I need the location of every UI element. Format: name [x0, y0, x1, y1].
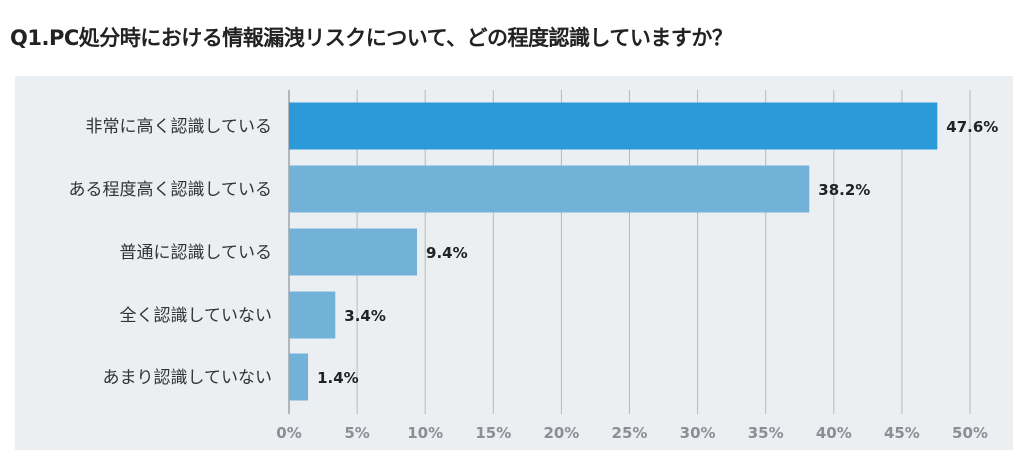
x-tick-label: 0% [276, 424, 301, 442]
bar [289, 291, 336, 339]
x-tick-label: 50% [952, 424, 988, 442]
x-tick-label: 35% [748, 424, 784, 442]
bar [289, 165, 810, 213]
x-tick-label: 40% [816, 424, 852, 442]
bar [289, 353, 309, 401]
x-tick-label: 5% [344, 424, 369, 442]
category-label: あまり認識していない [103, 368, 273, 388]
x-tick-label: 20% [543, 424, 579, 442]
category-label: 非常に高く認識している [86, 117, 273, 137]
value-label: 9.4% [426, 244, 468, 262]
bar [289, 102, 938, 150]
bar [289, 228, 418, 276]
category-label: ある程度高く認識している [69, 180, 273, 200]
category-label: 全く認識していない [120, 306, 273, 326]
value-label: 38.2% [818, 181, 870, 199]
x-tick-label: 45% [884, 424, 920, 442]
category-label: 普通に認識している [120, 243, 273, 263]
value-label: 47.6% [946, 118, 998, 136]
value-label: 1.4% [317, 369, 359, 387]
value-label: 3.4% [344, 307, 386, 325]
chart-title: Q1.PC処分時における情報漏洩リスクについて、どの程度認識していますか？ [10, 26, 733, 50]
x-tick-label: 15% [475, 424, 511, 442]
x-tick-label: 10% [407, 424, 443, 442]
x-tick-label: 30% [680, 424, 716, 442]
x-tick-label: 25% [612, 424, 648, 442]
